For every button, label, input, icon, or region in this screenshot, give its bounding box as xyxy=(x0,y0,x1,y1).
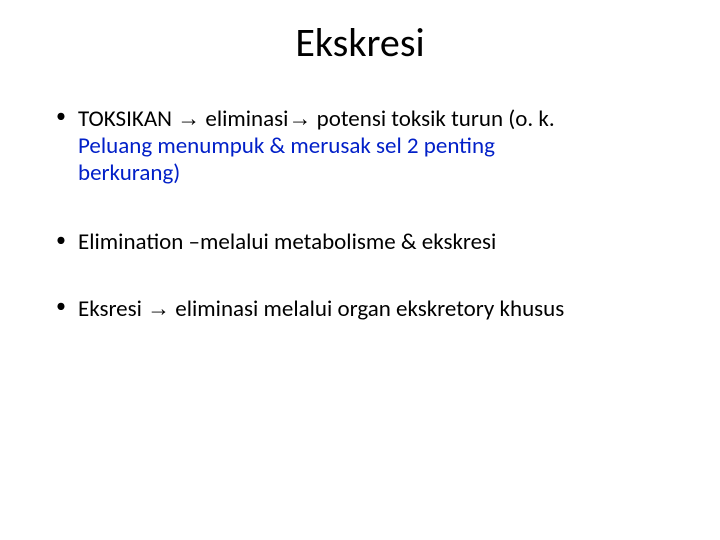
bullet-item-2: Elimination –melalui metabolisme & ekskr… xyxy=(50,229,680,256)
bullet-item-1: TOKSIKAN → eliminasi→ potensi toksik tur… xyxy=(50,105,680,187)
arrow-icon: → xyxy=(288,105,311,131)
bullet-2-text: Elimination –melalui metabolisme & ekskr… xyxy=(78,228,496,256)
bullet-1-text-b: eliminasi xyxy=(200,105,288,133)
bullet-1-text-c: potensi toksik turun (o. k. xyxy=(311,105,554,133)
arrow-icon: → xyxy=(147,295,170,321)
bullet-1-line3: berkurang) xyxy=(78,159,180,187)
bullet-3-text-b: eliminasi melalui organ ekskretory khusu… xyxy=(170,295,564,323)
bullet-list: TOKSIKAN → eliminasi→ potensi toksik tur… xyxy=(50,105,680,323)
slide-title: Ekskresi xyxy=(0,18,720,67)
bullet-1-text-a: TOKSIKAN xyxy=(78,105,177,133)
slide: Ekskresi TOKSIKAN → eliminasi→ potensi t… xyxy=(0,0,720,540)
arrow-icon: → xyxy=(177,105,200,131)
bullet-item-3: Eksresi → eliminasi melalui organ ekskre… xyxy=(50,295,680,323)
slide-body: TOKSIKAN → eliminasi→ potensi toksik tur… xyxy=(50,105,680,323)
bullet-1-line2: Peluang menumpuk & merusak sel 2 penting xyxy=(78,132,495,160)
bullet-3-text-a: Eksresi xyxy=(78,295,147,323)
